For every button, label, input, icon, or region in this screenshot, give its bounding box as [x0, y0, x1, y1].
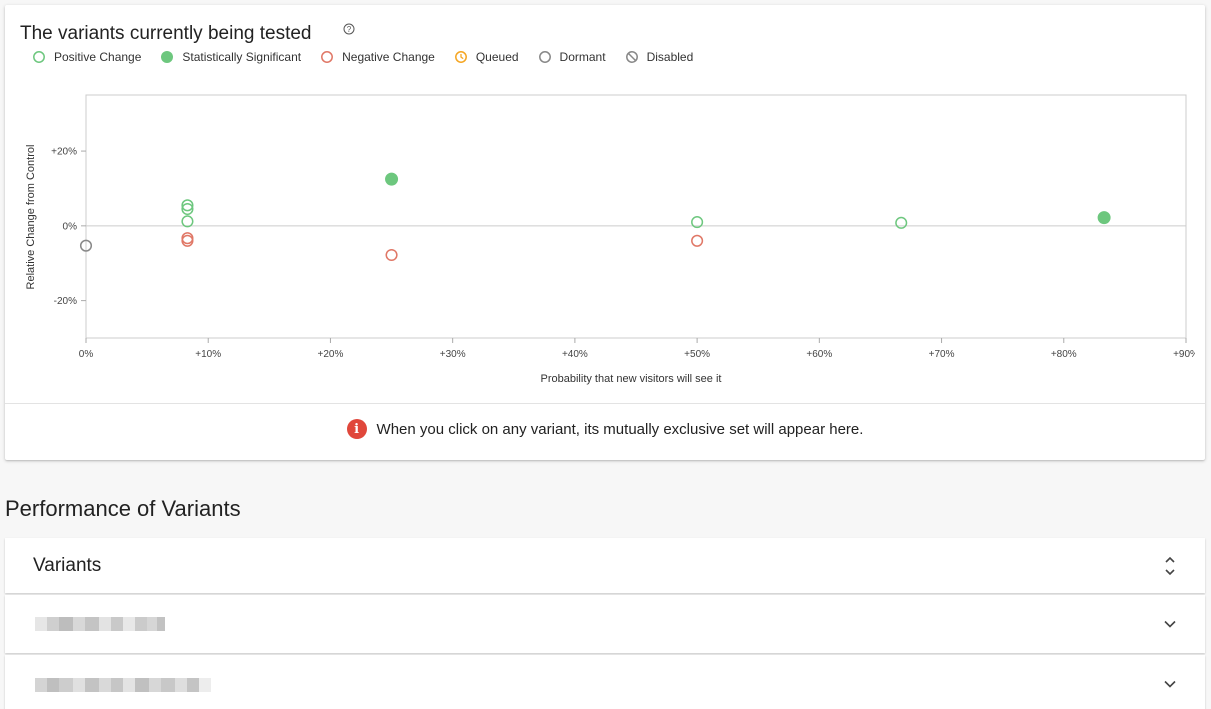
- x-tick-label: +50%: [684, 349, 710, 360]
- x-tick-label: 0%: [79, 349, 94, 360]
- variant-row[interactable]: [5, 595, 1205, 653]
- legend-positive-change[interactable]: Positive Change: [32, 50, 141, 64]
- y-tick-label: +20%: [51, 147, 77, 158]
- help-icon[interactable]: ?: [343, 23, 355, 35]
- legend-label: Dormant: [559, 50, 606, 64]
- variant-point[interactable]: [181, 202, 194, 216]
- legend-statistically-significant[interactable]: Statistically Significant: [160, 50, 301, 64]
- redacted-variant-name: [35, 617, 165, 631]
- variants-header-label: Variants: [33, 555, 102, 576]
- sort-icon[interactable]: [1163, 555, 1177, 577]
- variant-point[interactable]: [895, 216, 908, 229]
- chart-legend: Positive Change Statistically Significan…: [32, 50, 712, 64]
- x-tick-label: +20%: [318, 349, 344, 360]
- variant-point[interactable]: [181, 199, 194, 212]
- significant-dot-icon: [161, 51, 174, 63]
- legend-dormant[interactable]: Dormant: [538, 50, 606, 64]
- legend-label: Disabled: [646, 50, 694, 64]
- legend-disabled[interactable]: Disabled: [625, 50, 694, 64]
- chevron-down-icon[interactable]: [1163, 677, 1177, 691]
- card-divider: [5, 403, 1205, 404]
- variant-point[interactable]: [181, 234, 194, 247]
- card-title: The variants currently being tested: [20, 23, 312, 44]
- x-tick-label: +30%: [440, 349, 466, 360]
- plot-frame: [85, 94, 1187, 339]
- variants-chart-card: The variants currently being tested ? Po…: [5, 5, 1205, 460]
- y-tick-label: 0%: [63, 221, 78, 232]
- chevron-down-icon[interactable]: [1163, 617, 1177, 631]
- redacted-variant-name: [35, 678, 211, 692]
- info-text: When you click on any variant, its mutua…: [376, 420, 864, 438]
- variant-point[interactable]: [1097, 211, 1111, 225]
- info-alert-icon: i: [346, 419, 367, 439]
- x-axis-label: Probability that new visitors will see i…: [541, 373, 722, 385]
- legend-label: Negative Change: [342, 50, 435, 64]
- variants-scatter-chart: Relative Change from Control Probability…: [25, 94, 1195, 385]
- legend-label: Queued: [475, 50, 519, 64]
- x-tick-label: +80%: [1051, 349, 1077, 360]
- variant-point[interactable]: [79, 239, 93, 252]
- info-message: i When you click on any variant, its mut…: [5, 419, 1205, 439]
- legend-negative-change[interactable]: Negative Change: [320, 50, 435, 64]
- variant-point[interactable]: [691, 234, 704, 247]
- variant-point[interactable]: [181, 232, 194, 245]
- variants-table-header[interactable]: Variants: [5, 538, 1205, 593]
- legend-queued[interactable]: Queued: [454, 50, 519, 64]
- disabled-ban-icon: [625, 51, 638, 63]
- x-tick-label: +90%: [1173, 349, 1195, 360]
- dormant-circle-icon: [538, 51, 551, 63]
- x-tick-label: +40%: [562, 349, 588, 360]
- variant-row[interactable]: [5, 655, 1205, 709]
- x-tick-label: +60%: [806, 349, 832, 360]
- legend-label: Positive Change: [54, 50, 142, 64]
- variant-point[interactable]: [385, 248, 398, 262]
- y-axis-label: Relative Change from Control: [25, 145, 37, 290]
- y-tick-label: -20%: [54, 296, 77, 307]
- positive-circle-icon: [33, 51, 45, 63]
- x-tick-label: +10%: [195, 349, 221, 360]
- section-title: Performance of Variants: [5, 496, 241, 521]
- variant-point[interactable]: [385, 172, 399, 186]
- negative-circle-icon: [321, 51, 334, 63]
- x-tick-label: +70%: [929, 349, 955, 360]
- svg-text:?: ?: [347, 25, 352, 34]
- legend-label: Statistically Significant: [182, 50, 302, 64]
- variant-point[interactable]: [181, 215, 194, 228]
- queued-clock-icon: [454, 51, 467, 63]
- variant-point[interactable]: [691, 216, 704, 229]
